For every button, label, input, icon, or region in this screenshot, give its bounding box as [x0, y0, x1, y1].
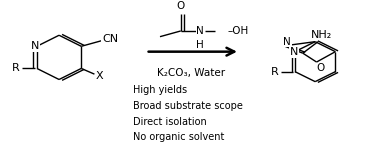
Text: X: X [96, 71, 103, 81]
Text: No organic solvent: No organic solvent [133, 132, 224, 142]
Text: Direct isolation: Direct isolation [133, 117, 206, 127]
Text: N: N [283, 37, 291, 47]
Text: –OH: –OH [228, 26, 249, 36]
Text: Broad substrate scope: Broad substrate scope [133, 101, 242, 111]
Text: K₂CO₃, Water: K₂CO₃, Water [157, 68, 225, 78]
Text: NH₂: NH₂ [311, 30, 332, 40]
Text: CN: CN [102, 34, 118, 44]
Text: R: R [12, 63, 20, 73]
Text: O: O [316, 63, 324, 73]
Text: R: R [271, 67, 279, 77]
Text: N: N [197, 26, 204, 36]
Text: N: N [290, 47, 298, 57]
Text: H: H [197, 40, 204, 50]
Text: O: O [177, 1, 185, 11]
Text: N: N [31, 41, 39, 51]
Text: High yields: High yields [133, 85, 187, 95]
